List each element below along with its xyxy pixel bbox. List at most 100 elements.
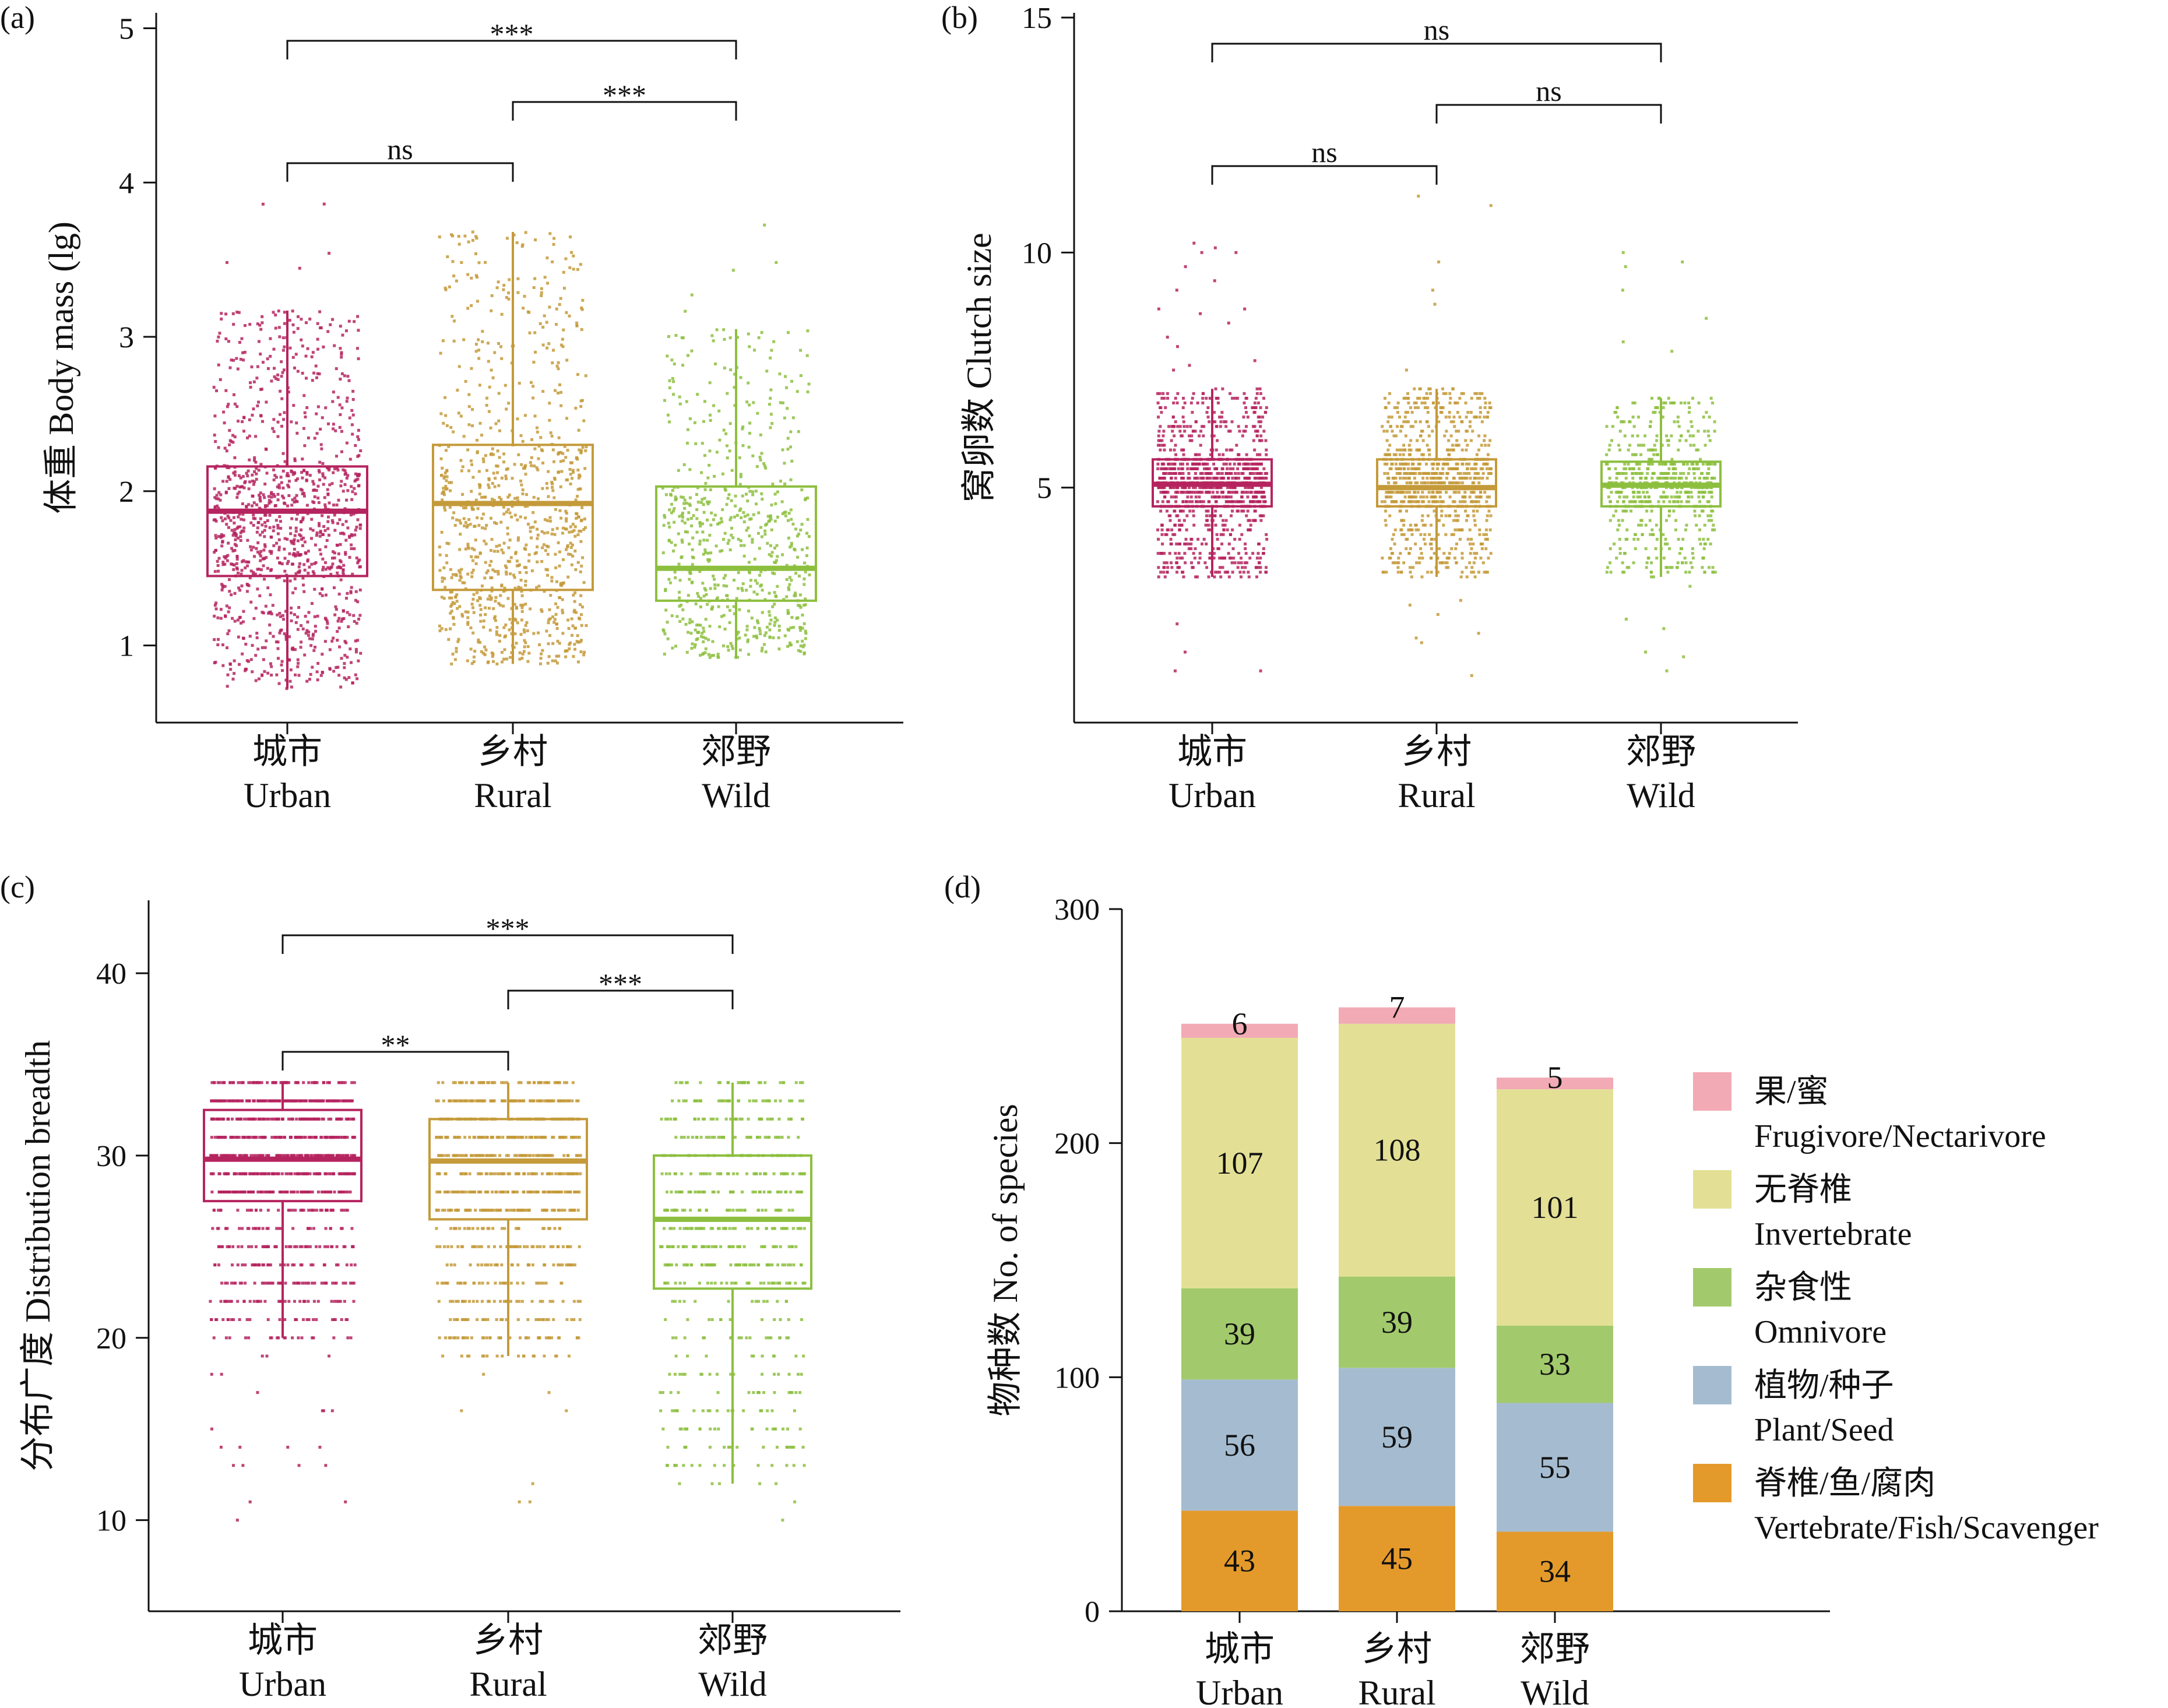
data-point xyxy=(1455,462,1458,466)
data-point xyxy=(229,519,233,522)
data-point xyxy=(323,529,327,532)
data-point xyxy=(1442,552,1446,555)
data-point xyxy=(1667,514,1671,517)
data-point xyxy=(1159,443,1162,447)
data-point xyxy=(259,559,262,562)
data-point xyxy=(471,597,475,601)
data-point xyxy=(235,496,239,499)
data-point xyxy=(801,639,804,643)
data-point xyxy=(773,492,777,496)
data-point xyxy=(769,388,773,392)
data-point xyxy=(805,354,809,357)
data-point xyxy=(494,569,497,573)
data-point xyxy=(1222,462,1226,466)
data-point xyxy=(457,638,460,641)
y-tick-label: 5 xyxy=(119,12,134,45)
data-point xyxy=(561,632,565,635)
data-point xyxy=(562,459,565,463)
data-point xyxy=(1184,542,1188,545)
data-point xyxy=(1236,500,1240,503)
data-point xyxy=(357,484,361,487)
data-point xyxy=(1615,477,1618,480)
data-point xyxy=(356,677,359,681)
data-point xyxy=(1621,340,1625,344)
data-point xyxy=(527,311,531,314)
data-point xyxy=(1258,387,1262,390)
data-point xyxy=(770,551,774,554)
data-point xyxy=(561,345,565,348)
data-point xyxy=(1207,523,1210,527)
data-point xyxy=(300,520,303,523)
data-point xyxy=(1452,477,1455,480)
data-point xyxy=(283,537,287,540)
data-point xyxy=(805,531,808,535)
data-point xyxy=(1430,557,1433,560)
data-point xyxy=(1157,434,1160,438)
data-point xyxy=(519,579,523,582)
data-point xyxy=(1409,481,1413,485)
data-point xyxy=(467,518,471,522)
data-point xyxy=(570,563,573,566)
data-point xyxy=(1256,429,1259,433)
data-point xyxy=(549,431,552,435)
data-point xyxy=(477,524,481,527)
data-point xyxy=(776,618,779,622)
data-point xyxy=(284,610,287,613)
data-point xyxy=(481,340,484,343)
data-point xyxy=(666,637,670,640)
data-point xyxy=(763,223,766,227)
data-point xyxy=(1229,392,1232,395)
data-point xyxy=(262,658,265,661)
data-point xyxy=(258,498,262,501)
data-point xyxy=(1407,443,1411,447)
data-point xyxy=(441,580,444,583)
data-point xyxy=(579,540,583,543)
data-point xyxy=(1159,570,1163,574)
data-point xyxy=(1251,425,1255,428)
data-point xyxy=(449,604,453,608)
data-point xyxy=(1177,471,1181,475)
data-point xyxy=(541,343,545,347)
data-point xyxy=(491,482,494,485)
data-point xyxy=(577,476,580,480)
data-point xyxy=(1676,491,1679,494)
data-point xyxy=(309,527,312,531)
data-point xyxy=(727,649,730,652)
data-point xyxy=(1250,486,1254,489)
y-tick-label: 15 xyxy=(1022,2,1052,35)
data-point xyxy=(227,526,230,529)
data-point xyxy=(799,348,803,352)
data-point xyxy=(731,536,735,540)
data-point xyxy=(348,416,351,420)
data-point xyxy=(1255,434,1259,438)
data-point xyxy=(1637,523,1641,527)
data-point xyxy=(276,378,280,381)
data-point xyxy=(1458,537,1462,541)
data-point xyxy=(1478,415,1481,419)
data-point xyxy=(466,616,470,619)
data-point xyxy=(1258,439,1262,442)
data-point xyxy=(223,517,227,520)
data-point xyxy=(781,512,784,516)
data-point xyxy=(502,590,505,593)
data-point xyxy=(1460,448,1464,452)
data-point xyxy=(1465,429,1468,433)
data-point xyxy=(226,632,230,636)
data-point xyxy=(1217,415,1221,419)
data-point xyxy=(213,414,217,418)
data-point xyxy=(259,327,263,331)
data-point xyxy=(1679,471,1683,475)
data-point xyxy=(457,365,461,368)
data-point xyxy=(1227,491,1231,494)
data-point xyxy=(689,517,693,520)
data-point xyxy=(708,625,712,628)
data-point xyxy=(1654,448,1657,452)
data-point xyxy=(1206,415,1210,419)
data-point xyxy=(341,617,344,621)
data-point xyxy=(580,639,583,642)
data-point xyxy=(213,496,217,499)
data-point xyxy=(293,457,297,460)
data-point xyxy=(233,659,236,663)
data-point xyxy=(236,367,240,371)
data-point xyxy=(1625,528,1629,531)
